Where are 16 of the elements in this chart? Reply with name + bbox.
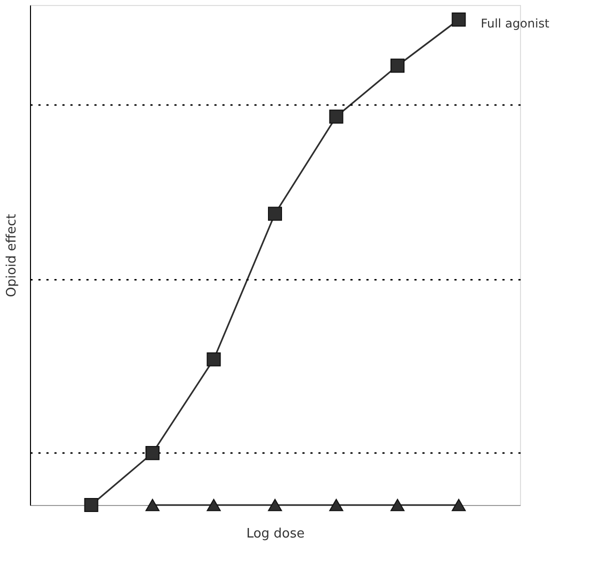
point — [84, 498, 98, 512]
point — [145, 446, 160, 460]
point — [390, 498, 405, 512]
point — [145, 498, 160, 512]
point — [268, 498, 282, 512]
point — [268, 206, 282, 221]
point — [390, 58, 405, 73]
y-axis-title: Opioid effect — [4, 214, 20, 298]
point — [329, 110, 344, 124]
point — [206, 498, 221, 512]
series-label: Full agonist — [480, 16, 550, 31]
point — [329, 498, 344, 512]
x-axis-title: Log dose — [246, 526, 305, 542]
point — [206, 352, 221, 366]
point — [452, 498, 466, 512]
point — [452, 12, 466, 27]
